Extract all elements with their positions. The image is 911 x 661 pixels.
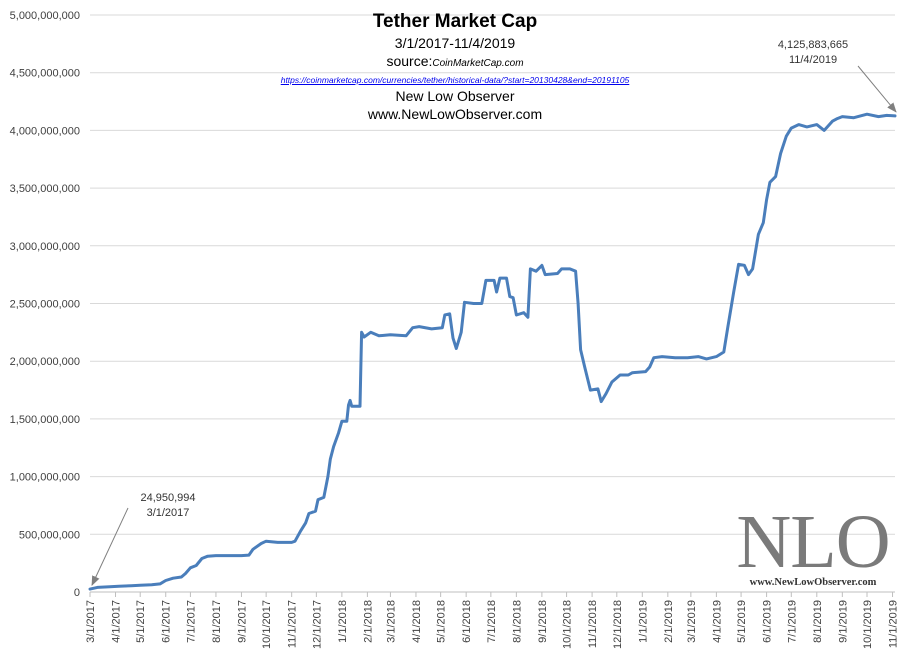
x-tick-label: 8/1/2018	[511, 600, 523, 643]
end-value-label: 4,125,883,665	[777, 39, 849, 51]
y-tick-label: 2,000,000,000	[10, 356, 80, 368]
x-tick-label: 7/1/2018	[486, 600, 498, 643]
x-tick-label: 6/1/2019	[762, 600, 774, 643]
end-date-label: 11/4/2019	[788, 54, 838, 66]
x-tick-label: 8/1/2019	[812, 600, 824, 643]
x-tick-label: 7/1/2017	[185, 600, 197, 643]
y-tick-label: 3,000,000,000	[10, 241, 80, 253]
x-tick-label: 3/1/2017	[85, 600, 97, 643]
x-tick-label: 11/1/2019	[888, 600, 900, 648]
x-tick-label: 3/1/2019	[686, 600, 698, 643]
end-annotation-arrow	[857, 65, 897, 113]
chart-source: source:CoinMarketCap.com	[255, 52, 655, 73]
y-tick-label: 3,500,000,000	[10, 183, 80, 195]
x-tick-label: 9/1/2018	[537, 600, 549, 643]
x-tick-label: 1/1/2019	[637, 600, 649, 643]
chart-title-block: Tether Market Cap 3/1/2017-11/4/2019 sou…	[255, 10, 655, 123]
x-tick-label: 9/1/2017	[236, 600, 248, 643]
y-tick-label: 1,000,000,000	[10, 472, 80, 484]
annotation-arrows	[91, 65, 897, 587]
y-tick-label: 2,500,000,000	[10, 299, 80, 311]
source-url-link[interactable]: https://coinmarketcap.com/currencies/tet…	[280, 75, 630, 85]
start-date-label: 3/1/2017	[146, 507, 190, 519]
x-tick-label: 12/1/2018	[612, 600, 624, 649]
y-tick-label: 5,000,000,000	[10, 10, 80, 22]
x-tick-label: 10/1/2018	[562, 600, 574, 649]
x-tick-label: 5/1/2017	[135, 600, 147, 643]
x-tick-label: 6/1/2017	[161, 600, 173, 643]
y-tick-label: 500,000,000	[19, 529, 80, 541]
nlo-logo: NLO www.NewLowObserver.com	[728, 500, 898, 589]
x-tick-label: 11/1/2017	[287, 600, 299, 648]
x-tick-label: 11/1/2018	[587, 600, 599, 648]
x-tick-label: 5/1/2018	[436, 600, 448, 643]
gridlines	[90, 14, 895, 535]
x-tick-label: 4/1/2019	[711, 600, 723, 643]
market-cap-series-line	[88, 112, 897, 591]
x-tick-label: 5/1/2019	[736, 600, 748, 643]
x-tick-label: 2/1/2018	[362, 600, 374, 643]
x-tick-label: 6/1/2018	[461, 600, 473, 643]
chart-author: New Low Observer	[395, 88, 515, 104]
x-tick-label: 3/1/2018	[385, 600, 397, 643]
chart-website: www.NewLowObserver.com	[367, 106, 543, 122]
nlo-logo-text: NLO	[736, 500, 890, 584]
nlo-logo-subtext: www.NewLowObserver.com	[749, 577, 877, 588]
x-axis-tick-labels: 3/1/2017 4/1/2017 5/1/2017 6/1/2017 7/1/2017…	[85, 592, 900, 649]
y-tick-label: 1,500,000,000	[10, 414, 80, 426]
start-value-label: 24,950,994	[140, 492, 196, 504]
start-annotation-arrow	[91, 507, 129, 587]
start-point-annotation: 24,950,994 3/1/2017	[116, 491, 220, 521]
x-tick-label: 7/1/2019	[786, 600, 798, 643]
chart-title: Tether Market Cap	[372, 11, 538, 32]
end-point-annotation: 4,125,883,665 11/4/2019	[758, 38, 868, 68]
x-tick-label: 9/1/2019	[837, 600, 849, 643]
source-label: source:	[386, 53, 433, 69]
x-tick-label: 10/1/2019	[862, 600, 874, 649]
x-tick-label: 4/1/2017	[111, 600, 123, 643]
chart-date-range: 3/1/2017-11/4/2019	[394, 35, 516, 51]
x-tick-label: 4/1/2018	[411, 600, 423, 643]
x-tick-label: 12/1/2017	[311, 600, 323, 649]
y-tick-label: 4,500,000,000	[10, 68, 80, 80]
x-tick-label: 10/1/2017	[261, 600, 273, 649]
source-site: CoinMarketCap.com	[432, 58, 524, 69]
x-tick-label: 1/1/2018	[337, 600, 349, 643]
y-axis-tick-labels: 0 500,000,000 1,000,000,000 1,500,000,000 2,…	[10, 10, 80, 599]
y-tick-label: 4,000,000,000	[10, 125, 80, 137]
x-tick-label: 8/1/2017	[211, 600, 223, 643]
x-tick-label: 2/1/2019	[663, 600, 675, 643]
y-tick-label: 0	[74, 587, 80, 599]
